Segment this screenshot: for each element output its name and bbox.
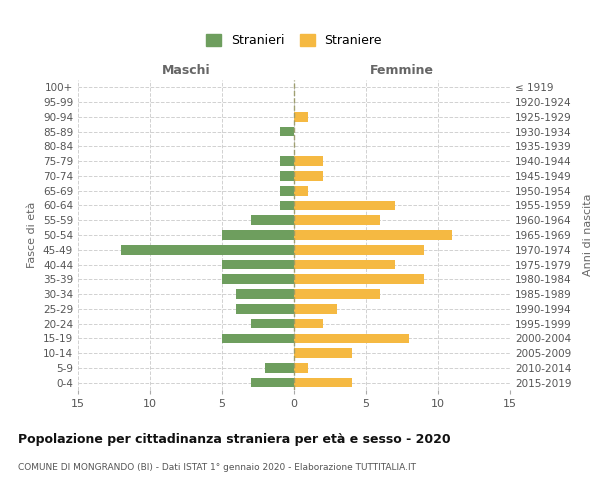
Bar (280, 156, 294, 166)
Bar (294, 156, 323, 166)
Legend: Stranieri, Straniere: Stranieri, Straniere (202, 30, 386, 51)
Bar (280, 200, 294, 210)
Bar (294, 171, 323, 180)
Bar (280, 127, 294, 136)
Bar (294, 274, 424, 284)
Bar (294, 348, 352, 358)
Bar (280, 186, 294, 196)
Bar (294, 334, 409, 343)
Bar (294, 319, 323, 328)
Y-axis label: Anni di nascita: Anni di nascita (583, 194, 593, 276)
Bar (251, 319, 294, 328)
Bar (294, 186, 308, 196)
Text: Popolazione per cittadinanza straniera per età e sesso - 2020: Popolazione per cittadinanza straniera p… (18, 432, 451, 446)
Text: COMUNE DI MONGRANDO (BI) - Dati ISTAT 1° gennaio 2020 - Elaborazione TUTTITALIA.: COMUNE DI MONGRANDO (BI) - Dati ISTAT 1°… (18, 462, 416, 471)
Bar (222, 334, 294, 343)
Bar (236, 289, 294, 299)
Bar (251, 216, 294, 225)
Bar (121, 245, 294, 254)
Bar (294, 260, 395, 270)
Bar (222, 274, 294, 284)
Bar (294, 112, 308, 122)
Bar (294, 363, 308, 372)
Bar (294, 304, 337, 314)
Bar (222, 230, 294, 240)
Bar (294, 245, 424, 254)
Bar (294, 378, 352, 388)
Bar (251, 378, 294, 388)
Bar (294, 289, 380, 299)
Bar (236, 304, 294, 314)
Bar (294, 200, 395, 210)
Text: Femmine: Femmine (370, 64, 434, 77)
Bar (280, 171, 294, 180)
Bar (294, 216, 380, 225)
Bar (294, 230, 452, 240)
Bar (265, 363, 294, 372)
Text: Maschi: Maschi (161, 64, 211, 77)
Y-axis label: Fasce di età: Fasce di età (28, 202, 37, 268)
Bar (222, 260, 294, 270)
